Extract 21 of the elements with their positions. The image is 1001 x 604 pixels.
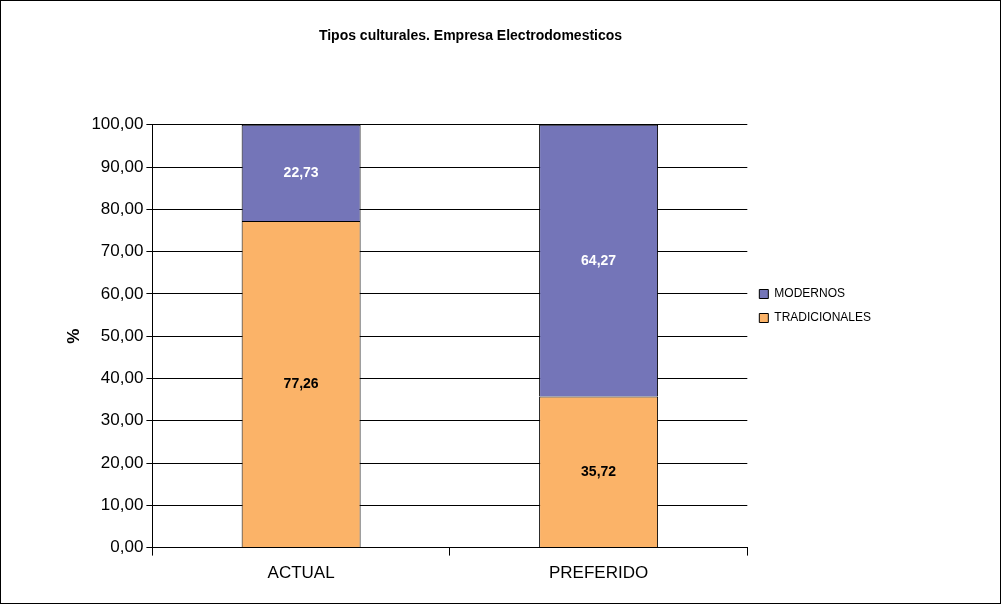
y-tick-label: 0,00 [110,537,144,557]
y-tick-label: 60,00 [100,283,144,303]
y-tick-label: 90,00 [100,156,144,176]
y-tick-label: 50,00 [100,325,144,345]
data-label: 64,27 [581,251,617,268]
y-tick-label: 20,00 [100,452,144,472]
y-tick-label: 40,00 [100,368,144,388]
chart-title: Tipos culturales. Empresa Electrodomesticos [318,27,623,44]
y-tick-label: 30,00 [100,410,144,430]
y-tick-label: 10,00 [100,495,144,515]
x-tick-label: ACTUAL [267,563,335,583]
x-tick-label: PREFERIDO [548,563,649,583]
data-label: 77,26 [283,374,319,391]
y-tick-label: 70,00 [100,241,144,261]
legend-label: TRADICIONALES [774,310,871,325]
y-tick-label: 80,00 [100,199,144,219]
data-label: 22,73 [283,163,319,180]
legend-label: MODERNOS [774,286,845,301]
y-tick-label: 100,00 [91,114,144,134]
data-label: 35,72 [581,462,617,479]
y-axis-title: % [63,328,83,344]
